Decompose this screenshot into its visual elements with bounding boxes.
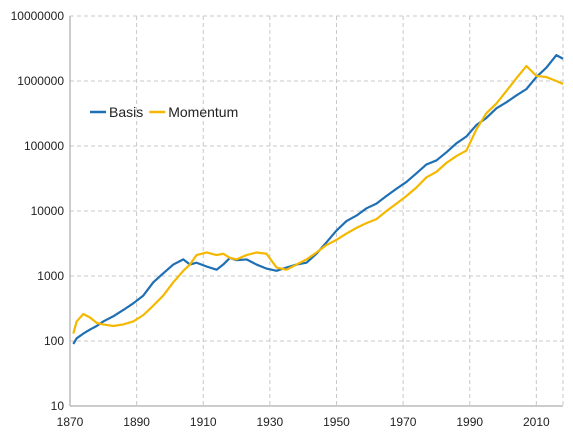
- x-tick-label: 1990: [456, 415, 483, 429]
- y-tick-label: 10: [51, 399, 65, 413]
- series-layer: [72, 54, 564, 345]
- x-tick-label: 1970: [390, 415, 417, 429]
- legend-label-momentum: Momentum: [168, 104, 238, 120]
- x-tick-label: 2010: [523, 415, 550, 429]
- legend-label-basis: Basis: [109, 104, 143, 120]
- y-tick-label: 10000000: [11, 9, 65, 23]
- series-line-momentum: [72, 64, 564, 334]
- x-tick-label: 1950: [323, 415, 350, 429]
- x-tick-label: 1890: [123, 415, 150, 429]
- y-tick-label: 1000: [37, 269, 64, 283]
- legend: Basis Momentum: [90, 104, 238, 120]
- y-tick-label: 100000: [24, 139, 64, 153]
- y-tick-label: 10000: [31, 204, 65, 218]
- x-tick-label: 1870: [57, 415, 84, 429]
- series-line-basis: [72, 54, 564, 345]
- axes: 10 100 1000 10000 100000 1000000 10000000 1870 1…: [11, 9, 563, 429]
- y-tick-label: 1000000: [17, 74, 64, 88]
- x-tick-label: 1910: [190, 415, 217, 429]
- x-tick-label: 1930: [257, 415, 284, 429]
- y-tick-label: 100: [44, 334, 64, 348]
